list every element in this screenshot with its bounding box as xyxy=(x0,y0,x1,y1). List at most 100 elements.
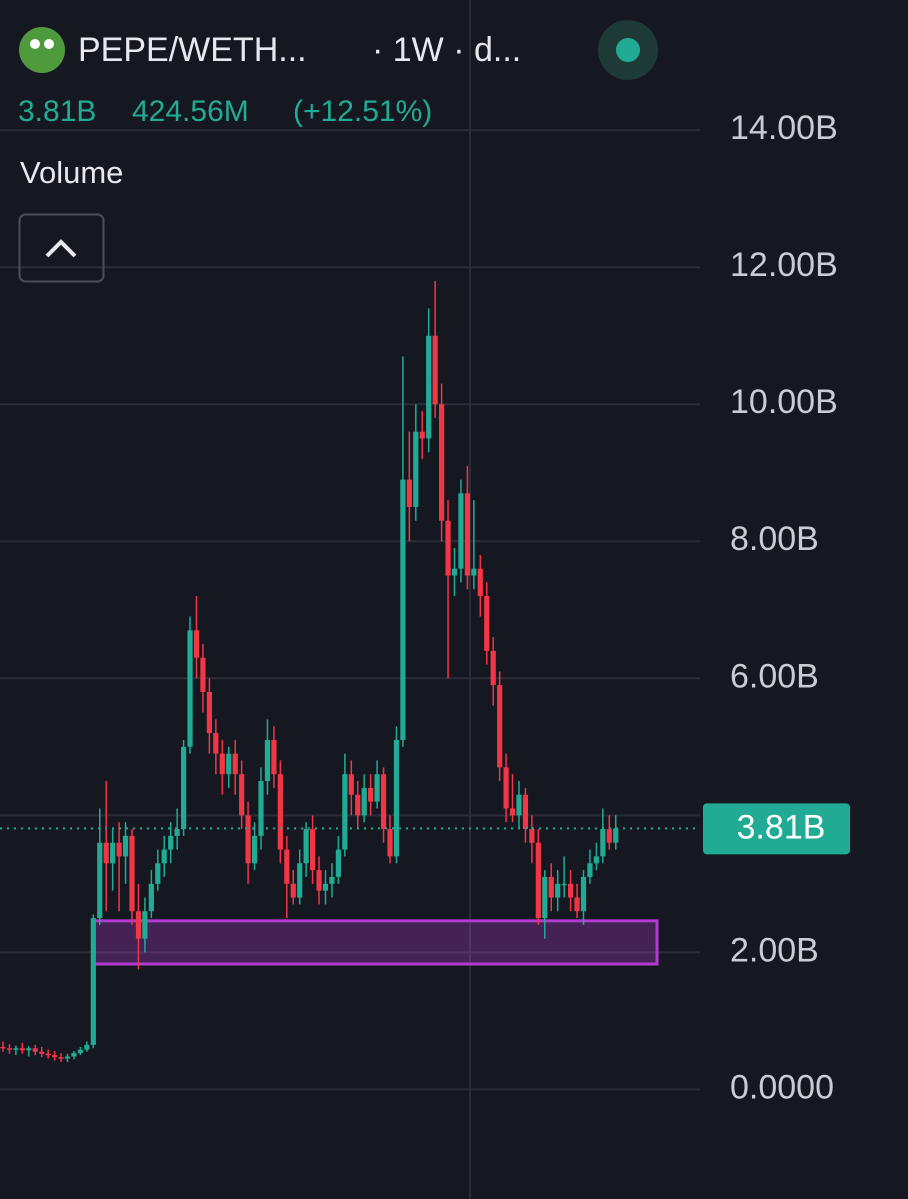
candle-body xyxy=(464,493,470,576)
candle-body xyxy=(509,808,516,816)
candle-body xyxy=(458,493,464,569)
candle-body xyxy=(200,657,206,692)
candle-body xyxy=(219,753,225,775)
candle-body xyxy=(303,829,309,864)
candle-body xyxy=(0,1046,6,1049)
candle-body xyxy=(406,479,412,508)
candle-body xyxy=(245,815,251,864)
support-zone xyxy=(92,919,659,966)
last-price-label: 3.81B xyxy=(737,808,826,846)
candle-body xyxy=(542,876,548,919)
candle-body xyxy=(39,1051,45,1054)
header: PEPE/WETH... · 1W · d... 3.81B 424.56M (… xyxy=(18,20,658,283)
candle-body xyxy=(148,883,154,912)
candle-body xyxy=(213,733,219,754)
collapse-button[interactable] xyxy=(18,213,105,283)
candle-body xyxy=(439,404,445,521)
candle-body xyxy=(26,1048,32,1051)
candle-body xyxy=(361,787,367,816)
candle-body xyxy=(90,918,96,1045)
token-icon-eye xyxy=(44,39,54,49)
y-tick-label: 12.00B xyxy=(730,246,838,284)
y-tick-label: 0.0000 xyxy=(730,1068,834,1106)
interval[interactable]: · 1W · d... xyxy=(372,31,521,69)
candle-body xyxy=(6,1048,13,1050)
candle-body xyxy=(110,842,116,864)
y-tick-label: 8.00B xyxy=(730,520,819,558)
token-icon-eye xyxy=(30,39,40,49)
candle-body xyxy=(387,829,393,857)
price: 3.81B xyxy=(18,95,96,128)
candle-body xyxy=(355,794,361,816)
candle-body xyxy=(116,842,122,857)
candle-body xyxy=(380,774,387,830)
candle-body xyxy=(45,1053,51,1056)
candle-body xyxy=(451,568,458,576)
candle-body xyxy=(368,787,374,802)
candle-body xyxy=(471,568,477,576)
candle-body xyxy=(84,1044,90,1050)
candle-body xyxy=(568,883,574,898)
candle-body xyxy=(277,774,283,850)
candle-body xyxy=(393,739,400,857)
candle-body xyxy=(103,842,109,864)
candle-body xyxy=(348,774,354,795)
candle-body xyxy=(32,1048,38,1052)
candle-body xyxy=(329,876,335,884)
candle-body xyxy=(52,1055,58,1058)
candle-body xyxy=(432,335,438,405)
candle-body xyxy=(297,863,303,898)
candle-body xyxy=(548,876,554,898)
y-tick-label: 6.00B xyxy=(730,657,819,695)
candle-body xyxy=(587,863,593,877)
candle-body xyxy=(426,335,432,439)
candle-body xyxy=(58,1057,64,1059)
candle-body xyxy=(400,479,406,740)
candle-body xyxy=(226,753,232,775)
candle-body xyxy=(503,767,509,809)
candle-body xyxy=(574,897,580,912)
candle-body xyxy=(290,883,296,898)
candle-body xyxy=(97,842,103,919)
candle-body xyxy=(535,842,541,919)
candle-body xyxy=(522,794,529,830)
candle-body xyxy=(613,828,619,843)
candle-body xyxy=(206,691,212,734)
candle-body xyxy=(593,856,599,864)
candle-body xyxy=(168,835,174,850)
plot: 0.0000 2.00B 6.00B 8.00B 10.00B 12.00B 14.00B 3… xyxy=(0,0,850,1199)
symbol[interactable]: PEPE/WETH... xyxy=(78,31,307,69)
candle-body xyxy=(445,520,451,576)
candle-body xyxy=(497,685,503,768)
candle-body xyxy=(187,630,193,747)
last-price-badge xyxy=(703,803,850,855)
candle-body xyxy=(374,774,380,802)
candle-body xyxy=(413,431,419,508)
candle-body xyxy=(477,568,483,597)
candle-body xyxy=(342,774,348,850)
candle-body xyxy=(122,835,129,857)
indicator-label: Volume xyxy=(20,155,123,190)
candle-body xyxy=(490,650,496,686)
candle-body xyxy=(529,829,535,843)
candle-body xyxy=(335,849,341,877)
y-tick-label: 14.00B xyxy=(730,109,838,147)
change-pct: (+12.51%) xyxy=(293,95,432,128)
candle-body xyxy=(284,849,290,884)
candle-body xyxy=(13,1048,19,1050)
candle-body xyxy=(484,596,490,651)
candle-body xyxy=(580,876,587,912)
candle-body xyxy=(64,1056,71,1059)
status-dot xyxy=(616,38,640,62)
candle-body xyxy=(251,835,258,864)
candle-body xyxy=(600,829,606,857)
candle-body xyxy=(516,794,522,816)
candle-body xyxy=(264,739,271,782)
candle-body xyxy=(181,746,187,830)
candle-body xyxy=(316,870,322,891)
candle-body xyxy=(77,1049,83,1054)
candle-body xyxy=(19,1048,25,1051)
candle-body xyxy=(161,849,167,864)
candle-body xyxy=(155,863,161,884)
